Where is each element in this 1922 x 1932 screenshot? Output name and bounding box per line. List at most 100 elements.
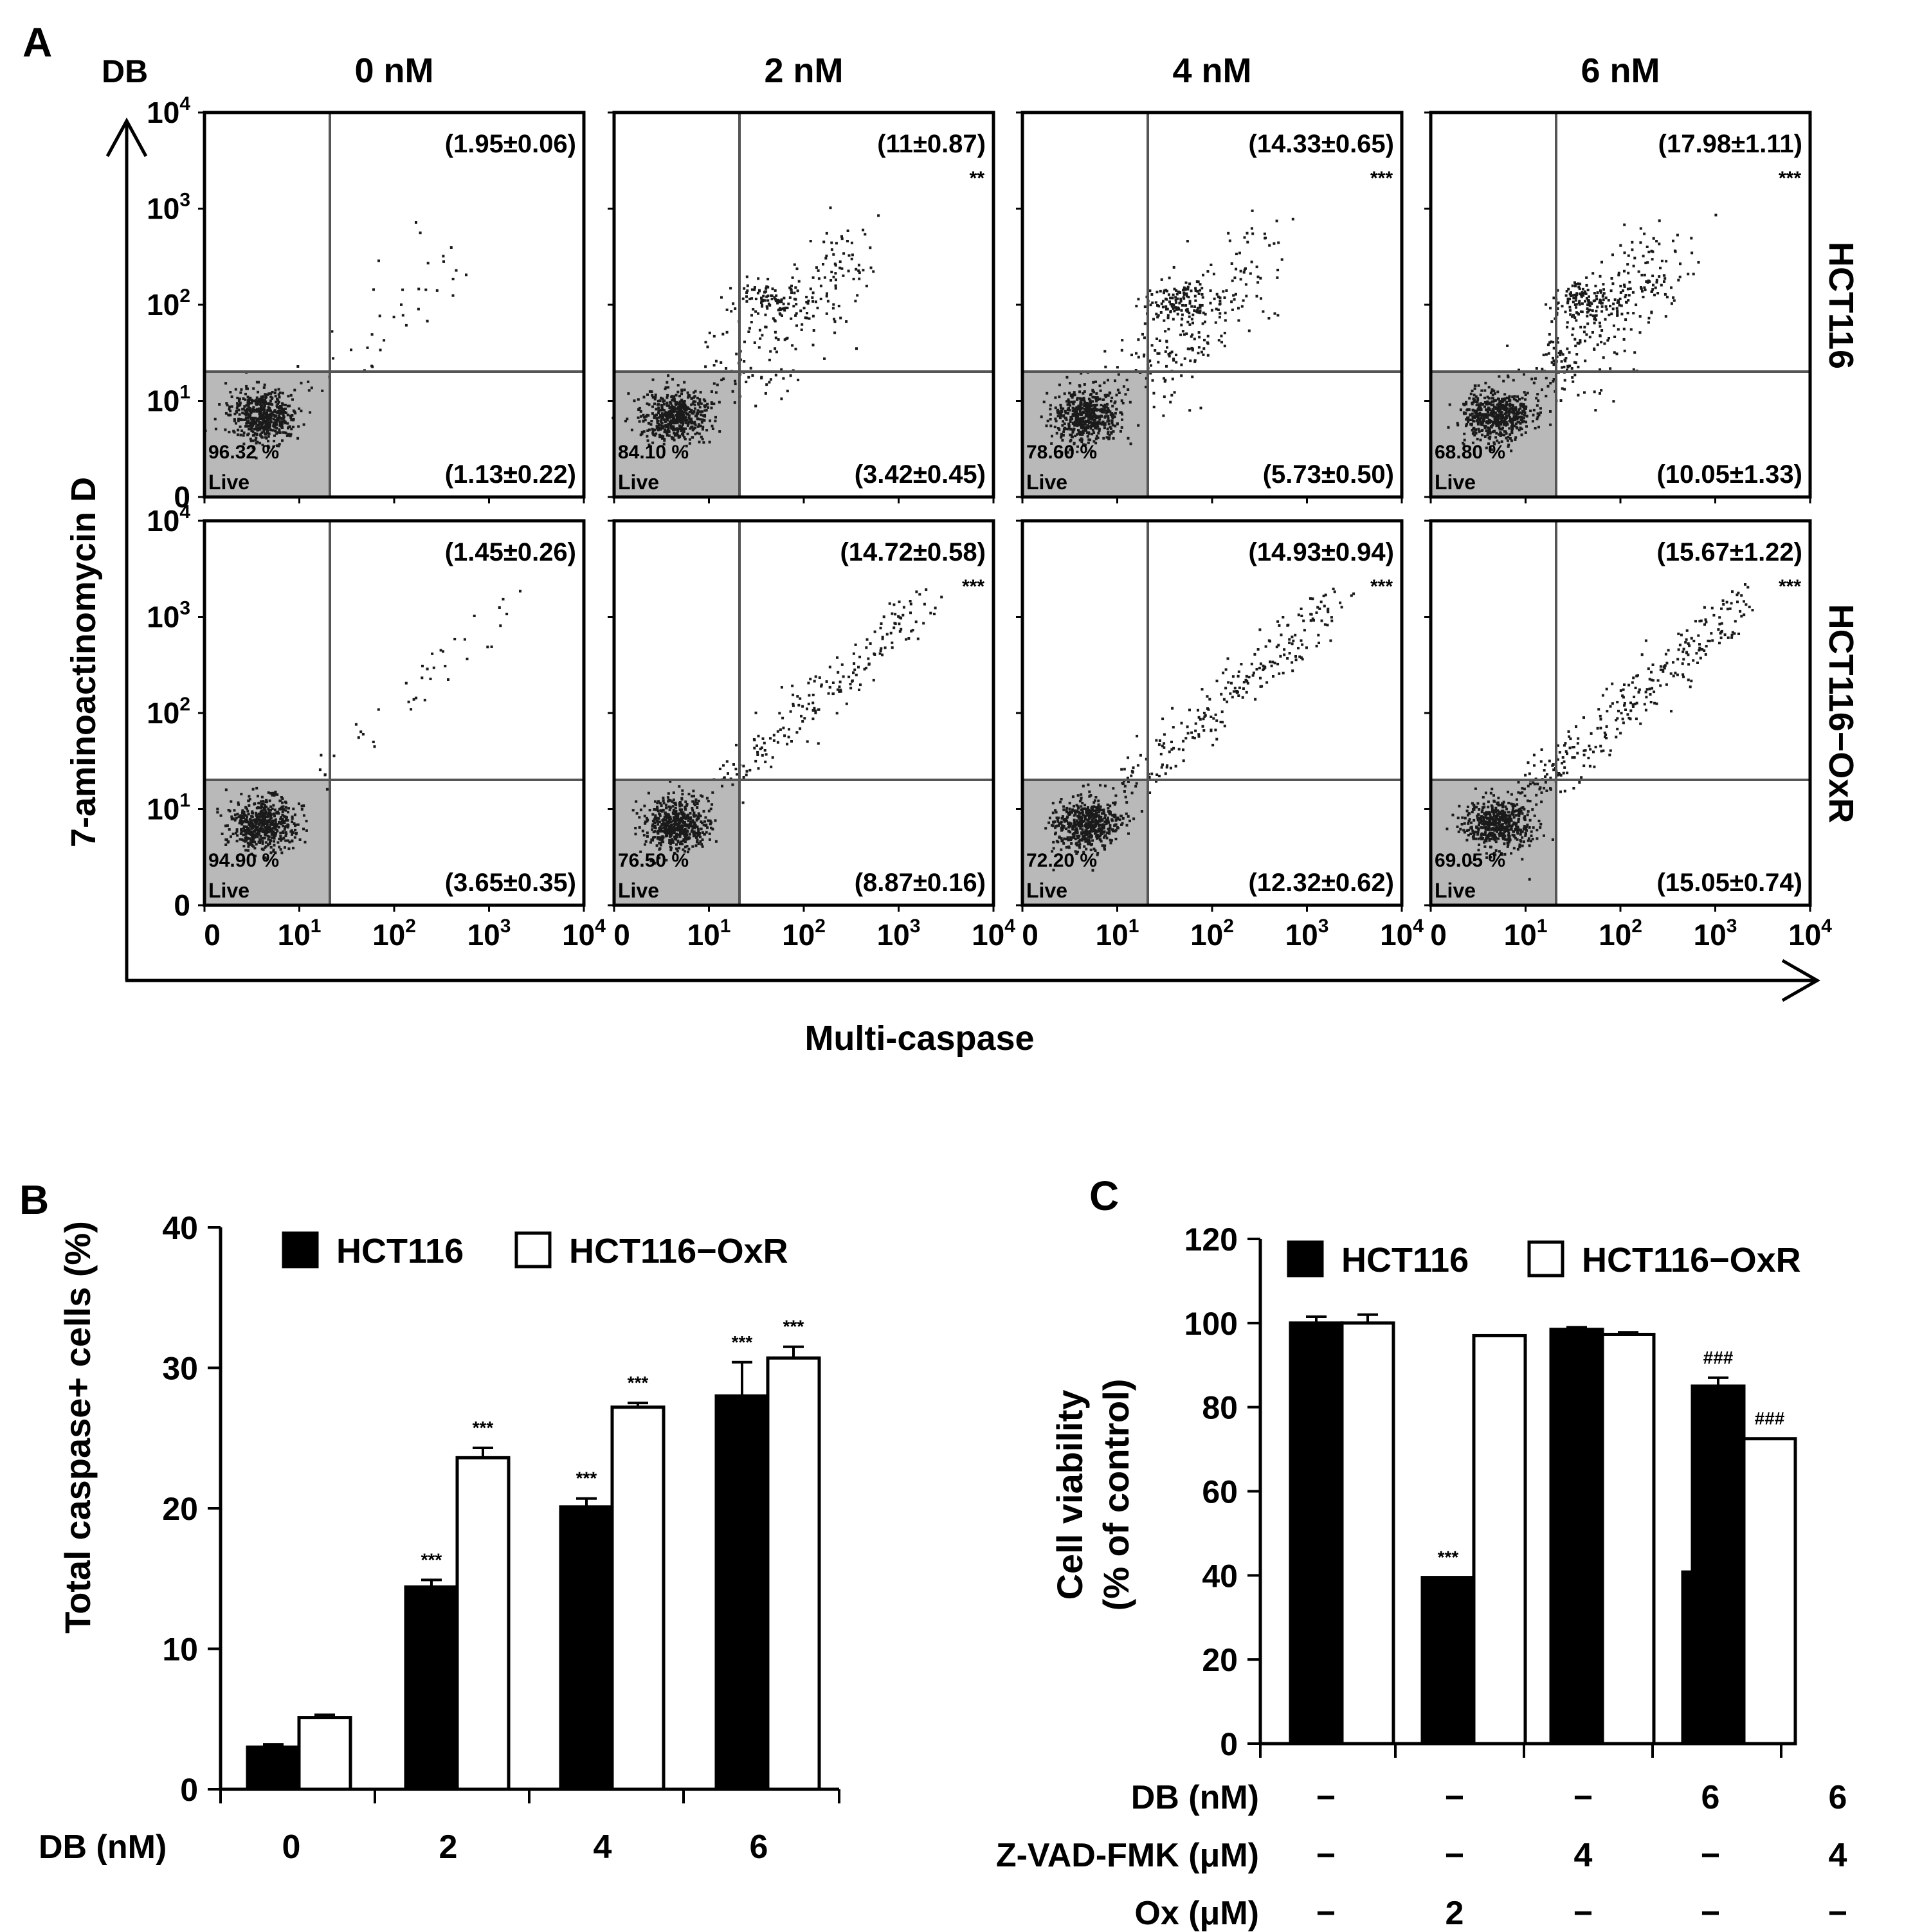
- cell-dot: [675, 393, 678, 397]
- cell-dot: [654, 814, 657, 817]
- cell-dot: [765, 753, 768, 756]
- cell-dot: [771, 287, 774, 291]
- cell-dot: [1082, 431, 1085, 435]
- cell-dot: [1498, 375, 1501, 378]
- cell-dot: [1197, 311, 1201, 314]
- cell-dot: [1522, 417, 1525, 420]
- cell-dot: [879, 626, 882, 629]
- cell-dot: [1088, 410, 1091, 413]
- cell-dot: [1068, 409, 1071, 412]
- cell-dot: [1165, 340, 1168, 343]
- cell-dot: [268, 407, 271, 410]
- cell-dot: [1679, 262, 1682, 266]
- cell-dot: [1103, 405, 1106, 408]
- cell-dot: [1196, 290, 1199, 293]
- cell-dot: [680, 810, 682, 813]
- cell-dot: [811, 718, 815, 721]
- cell-dot: [1078, 430, 1081, 433]
- cell-dot: [271, 411, 274, 414]
- cell-dot: [694, 415, 697, 418]
- cell-dot: [1199, 309, 1202, 312]
- cell-dot: [1112, 801, 1115, 804]
- cell-dot: [1586, 314, 1589, 318]
- live-gate-region: [1431, 372, 1556, 497]
- cell-dot: [1107, 422, 1111, 426]
- cell-dot: [686, 391, 689, 394]
- cell-dot: [1170, 350, 1174, 354]
- cell-dot: [404, 682, 408, 685]
- cell-dot: [1561, 353, 1564, 356]
- cell-dot: [1494, 418, 1498, 421]
- cell-dot: [1163, 377, 1165, 380]
- cell-dot: [787, 736, 790, 739]
- cell-dot: [1105, 818, 1108, 822]
- cell-dot: [1106, 420, 1109, 423]
- cell-dot: [811, 296, 814, 299]
- cell-dot: [696, 827, 700, 831]
- y-tick-label-1: 101: [147, 382, 190, 418]
- upper-right-percentage: (17.98±1.11): [1658, 130, 1802, 158]
- cell-dot: [1560, 351, 1563, 354]
- cell-dot: [1089, 393, 1092, 397]
- cell-dot: [1085, 420, 1089, 424]
- cell-dot: [659, 809, 662, 812]
- cell-dot: [721, 784, 723, 788]
- cell-dot: [1599, 392, 1601, 395]
- cell-dot: [1618, 297, 1622, 300]
- cell-dot: [249, 838, 252, 842]
- cell-dot: [262, 395, 265, 398]
- cell-dot: [1105, 406, 1109, 409]
- cell-dot: [1627, 254, 1630, 257]
- cell-dot: [696, 397, 699, 400]
- cell-dot: [1094, 818, 1097, 822]
- cell-dot: [282, 413, 285, 416]
- cell-dot: [1571, 315, 1573, 318]
- cell-dot: [1086, 832, 1089, 835]
- cell-dot: [669, 415, 672, 417]
- cell-dot: [1640, 286, 1642, 289]
- cell-dot: [261, 817, 264, 820]
- cell-dot: [284, 831, 287, 834]
- cell-dot: [1481, 421, 1484, 424]
- cell-dot: [1084, 840, 1087, 843]
- cell-dot: [1569, 313, 1572, 316]
- cell-dot: [1471, 418, 1474, 421]
- cell-dot: [684, 800, 687, 804]
- cell-dot: [1276, 276, 1279, 279]
- cell-dot: [1476, 417, 1480, 420]
- cell-dot: [269, 418, 272, 421]
- cell-dot: [667, 386, 670, 389]
- cell-dot: [811, 291, 815, 294]
- cell-dot: [1168, 352, 1172, 355]
- cell-dot: [1498, 413, 1501, 416]
- cell-dot: [1621, 289, 1624, 293]
- cell-dot: [708, 331, 711, 334]
- cell-dot: [1665, 260, 1668, 263]
- cell-dot: [1087, 808, 1091, 811]
- cell-dot: [1090, 408, 1093, 411]
- cell-dot: [667, 792, 670, 795]
- cell-dot: [473, 615, 476, 617]
- cell-dot: [244, 409, 247, 412]
- cell-dot: [1183, 333, 1186, 336]
- cell-dot: [667, 800, 670, 803]
- cell-dot: [1156, 304, 1159, 307]
- cell-dot: [695, 818, 698, 822]
- cell-dot: [258, 412, 261, 415]
- cell-dot: [251, 788, 255, 791]
- cell-dot: [638, 816, 641, 819]
- cell-dot: [776, 730, 779, 733]
- y-tick-exponent-4: 4: [179, 501, 190, 523]
- cell-dot: [673, 851, 676, 854]
- cell-dot: [1111, 424, 1114, 427]
- cell-dot: [1070, 837, 1073, 840]
- cell-dot: [1044, 827, 1047, 830]
- cell-dot: [820, 685, 823, 688]
- cell-dot: [1176, 297, 1179, 300]
- cell-dot: [1173, 287, 1176, 291]
- cell-dot: [1523, 391, 1526, 394]
- cell-dot: [1103, 422, 1106, 425]
- cell-dot: [264, 424, 267, 428]
- cell-dot: [1062, 420, 1065, 423]
- cell-dot: [626, 417, 629, 420]
